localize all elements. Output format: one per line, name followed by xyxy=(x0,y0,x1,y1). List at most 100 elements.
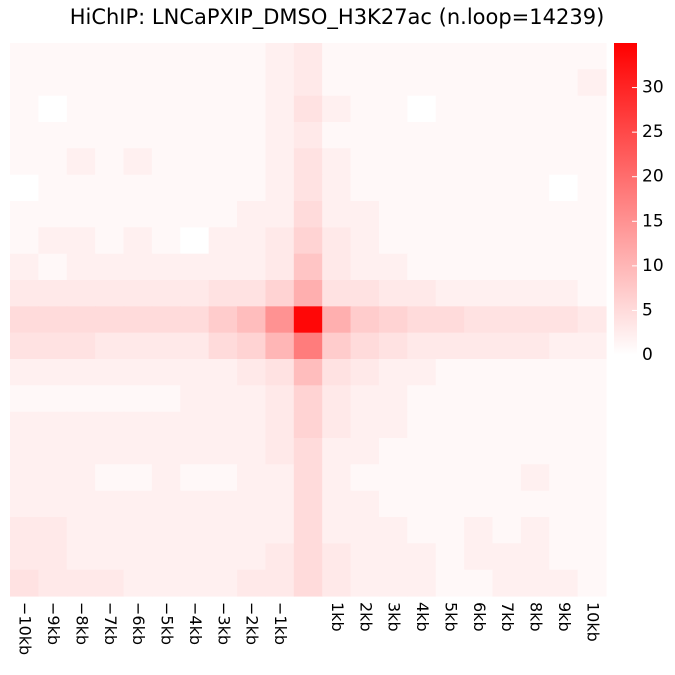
heatmap-cell xyxy=(265,253,295,281)
heatmap-cell xyxy=(66,517,96,544)
heatmap-cell xyxy=(350,280,380,307)
heatmap-cell xyxy=(520,253,550,281)
heatmap-cell xyxy=(464,69,494,97)
x-tick-label: 6kb xyxy=(470,602,489,632)
heatmap-cell xyxy=(66,148,96,176)
heatmap-cell xyxy=(520,385,550,413)
heatmap-cell xyxy=(180,201,210,228)
heatmap-cell xyxy=(66,438,96,465)
heatmap-cell xyxy=(180,332,210,360)
heatmap-cell xyxy=(549,359,579,386)
heatmap-cell xyxy=(435,464,465,492)
heatmap-cell xyxy=(350,359,380,386)
heatmap-cell xyxy=(407,174,437,202)
heatmap-cell xyxy=(123,174,153,202)
colorbar-tick-label: 25 xyxy=(642,122,664,142)
heatmap-cell xyxy=(38,517,68,544)
heatmap-cell xyxy=(293,332,323,360)
heatmap-cell xyxy=(549,464,579,492)
heatmap-cell xyxy=(123,95,153,123)
heatmap-cell xyxy=(520,122,550,149)
heatmap-cell xyxy=(577,280,607,307)
heatmap-cell xyxy=(66,227,96,255)
heatmap-cell xyxy=(350,543,380,571)
heatmap-cell xyxy=(265,122,295,149)
heatmap-cell xyxy=(293,464,323,492)
heatmap-cell xyxy=(293,201,323,228)
heatmap-cell xyxy=(492,174,522,202)
heatmap-cell xyxy=(293,385,323,413)
x-tick-label: 8kb xyxy=(527,602,546,632)
heatmap-cell xyxy=(237,438,267,465)
heatmap-cell xyxy=(151,464,181,492)
heatmap-cell xyxy=(577,306,607,334)
heatmap-cell xyxy=(378,490,408,518)
heatmap-cell xyxy=(407,280,437,307)
heatmap-cell xyxy=(492,464,522,492)
heatmap-cell xyxy=(38,332,68,360)
heatmap-cell xyxy=(38,148,68,176)
heatmap-cell xyxy=(151,332,181,360)
heatmap-cell xyxy=(95,280,125,307)
heatmap-cell xyxy=(95,201,125,228)
heatmap-cell xyxy=(95,543,125,571)
heatmap-cell xyxy=(180,280,210,307)
heatmap-cell xyxy=(492,253,522,281)
heatmap-cell xyxy=(492,332,522,360)
colorbar-tick-label: 20 xyxy=(642,167,664,187)
heatmap-cell xyxy=(123,543,153,571)
heatmap-cell xyxy=(350,201,380,228)
heatmap-cell xyxy=(180,490,210,518)
heatmap-cell xyxy=(577,95,607,123)
heatmap-cell xyxy=(151,69,181,97)
heatmap-cell xyxy=(407,359,437,386)
heatmap-cell xyxy=(123,43,153,70)
heatmap-cell xyxy=(435,543,465,571)
heatmap-cell xyxy=(66,543,96,571)
heatmap-cell xyxy=(237,280,267,307)
heatmap-cell xyxy=(151,122,181,149)
heatmap-cell xyxy=(180,411,210,439)
heatmap-cell xyxy=(350,438,380,465)
heatmap-cell xyxy=(66,69,96,97)
heatmap-cell xyxy=(435,69,465,97)
heatmap-cell xyxy=(10,569,39,597)
heatmap-cell xyxy=(492,148,522,176)
heatmap-cell xyxy=(265,43,295,70)
x-tick-label: −3kb xyxy=(214,602,233,645)
x-tick-label: 1kb xyxy=(328,602,347,632)
heatmap-cell xyxy=(520,438,550,465)
heatmap-cell xyxy=(10,95,39,123)
heatmap-cell xyxy=(492,385,522,413)
heatmap-cell xyxy=(208,411,238,439)
heatmap-cell xyxy=(38,69,68,97)
heatmap-cell xyxy=(350,95,380,123)
x-tick-label: −4kb xyxy=(186,602,205,645)
heatmap-cell xyxy=(464,174,494,202)
heatmap-cell xyxy=(520,69,550,97)
heatmap-cell xyxy=(66,306,96,334)
heatmap-cell xyxy=(549,43,579,70)
heatmap-cell xyxy=(151,569,181,597)
heatmap-cell xyxy=(95,174,125,202)
heatmap-cell xyxy=(464,569,494,597)
heatmap-cell xyxy=(151,43,181,70)
heatmap-cell xyxy=(492,280,522,307)
heatmap-cell xyxy=(95,69,125,97)
heatmap-cell xyxy=(66,253,96,281)
heatmap-cells xyxy=(10,43,607,597)
heatmap-cell xyxy=(265,438,295,465)
heatmap-cell xyxy=(549,306,579,334)
heatmap-cell xyxy=(265,543,295,571)
heatmap-cell xyxy=(265,411,295,439)
heatmap-cell xyxy=(180,385,210,413)
heatmap-cell xyxy=(38,280,68,307)
heatmap-cell xyxy=(151,543,181,571)
heatmap-cell xyxy=(293,517,323,544)
heatmap-cell xyxy=(520,227,550,255)
heatmap-cell xyxy=(10,490,39,518)
heatmap-cell xyxy=(293,253,323,281)
heatmap-cell xyxy=(237,227,267,255)
heatmap-cell xyxy=(549,95,579,123)
heatmap-cell xyxy=(66,569,96,597)
